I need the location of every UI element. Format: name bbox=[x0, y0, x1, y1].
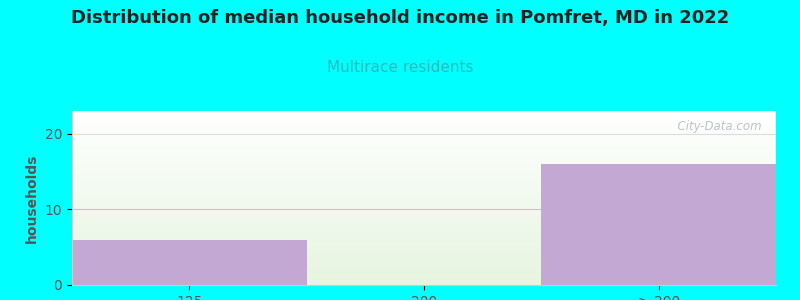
Text: Distribution of median household income in Pomfret, MD in 2022: Distribution of median household income … bbox=[71, 9, 729, 27]
Bar bbox=[542, 164, 776, 285]
Y-axis label: households: households bbox=[25, 153, 39, 243]
Text: Multirace residents: Multirace residents bbox=[326, 60, 474, 75]
Text: City-Data.com: City-Data.com bbox=[670, 120, 762, 133]
Bar bbox=[72, 240, 306, 285]
